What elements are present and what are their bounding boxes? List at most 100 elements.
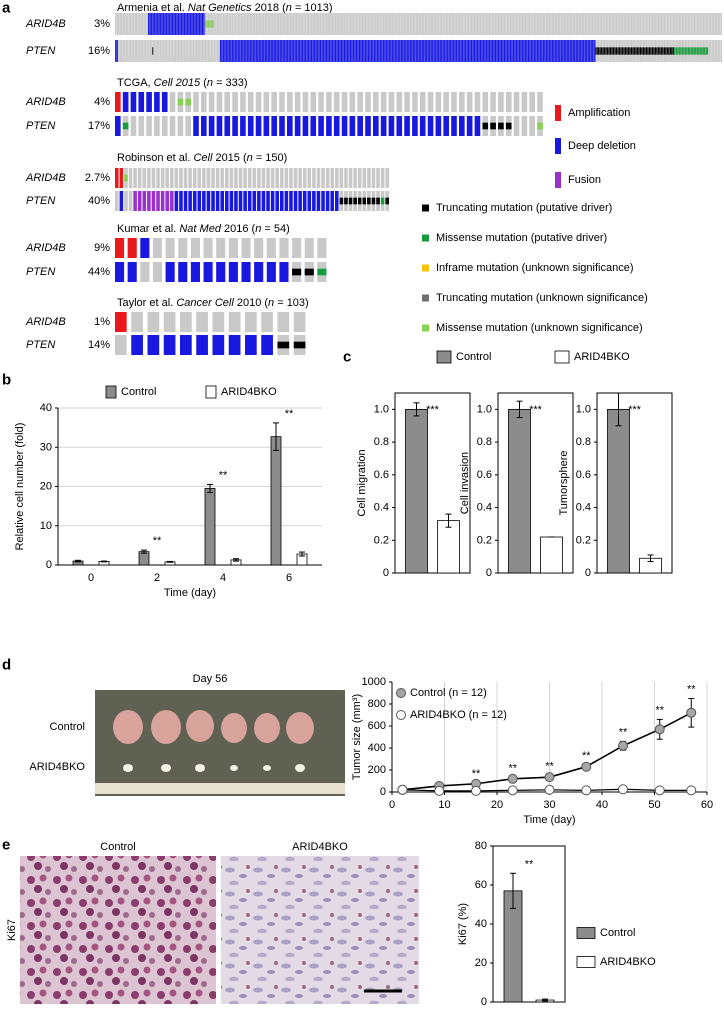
alteration-cell — [349, 40, 350, 62]
y-tick-label: 1.0 — [374, 403, 389, 415]
alteration-cell — [154, 13, 156, 35]
alteration-cell — [245, 40, 247, 62]
alteration-cell — [497, 40, 498, 62]
alteration-cell — [415, 40, 417, 62]
tumors — [123, 764, 305, 772]
unaltered-cell — [179, 40, 180, 62]
alteration-cell — [582, 40, 583, 62]
alteration-cell — [173, 13, 175, 35]
marker — [434, 785, 445, 796]
unaltered-cell — [317, 238, 327, 258]
alteration-cell — [232, 40, 234, 62]
mutation-cell — [623, 47, 624, 55]
mutation-cell — [596, 47, 598, 55]
unaltered-cell — [357, 13, 359, 35]
unaltered-cell — [294, 92, 301, 112]
legend-label: Truncating mutation (putative driver) — [436, 202, 612, 214]
unaltered-cell — [656, 13, 658, 35]
alteration-cell — [246, 40, 248, 62]
mutation-cell — [603, 47, 604, 55]
unaltered-cell — [342, 13, 343, 35]
alteration-cell — [174, 13, 176, 35]
alteration-cell — [179, 13, 180, 35]
unaltered-cell — [416, 13, 418, 35]
alteration-cell — [526, 40, 527, 62]
unaltered-cell — [394, 13, 395, 35]
unaltered-cell — [326, 92, 332, 112]
unaltered-cell — [153, 40, 154, 62]
alteration-cell — [360, 40, 362, 62]
alteration-cell — [421, 40, 422, 62]
mutation-cell — [647, 47, 649, 55]
unaltered-cell — [412, 13, 414, 35]
unaltered-cell — [298, 13, 299, 35]
y-tick-label: 200 — [368, 764, 386, 776]
mutation-cell — [618, 47, 619, 55]
alteration-cell — [435, 40, 437, 62]
bar — [508, 408, 531, 574]
unaltered-cell — [225, 168, 229, 188]
alteration-cell — [438, 40, 440, 62]
mutation-cell — [692, 47, 694, 55]
alteration-frequency: 40% — [88, 195, 110, 207]
alteration-cell — [553, 40, 554, 62]
unaltered-cell — [182, 40, 183, 62]
alteration-cell — [472, 40, 474, 62]
alteration-cell — [221, 40, 223, 62]
alteration-cell — [173, 13, 174, 35]
alteration-cell — [428, 40, 430, 62]
unaltered-cell — [388, 92, 395, 112]
unaltered-cell — [260, 13, 262, 35]
panel-letter: c — [343, 349, 351, 366]
unaltered-cell — [472, 13, 473, 35]
unaltered-cell — [704, 13, 706, 35]
unaltered-cell — [345, 13, 347, 35]
alteration-cell — [592, 40, 594, 62]
y-tick-label: 0 — [380, 786, 386, 798]
unaltered-cell — [142, 40, 144, 62]
unaltered-cell — [165, 40, 166, 62]
unaltered-cell — [131, 13, 133, 35]
unaltered-cell — [255, 13, 257, 35]
alteration-cell — [568, 40, 570, 62]
alteration-cell — [314, 40, 316, 62]
alteration-cell — [155, 13, 156, 35]
alteration-cell — [302, 191, 307, 211]
alteration-cell — [377, 40, 379, 62]
alteration-cell — [394, 40, 395, 62]
unaltered-cell — [582, 13, 584, 35]
unaltered-cell — [387, 13, 389, 35]
unaltered-cell — [619, 13, 621, 35]
unaltered-cell — [454, 13, 456, 35]
unaltered-cell — [521, 13, 523, 35]
unaltered-cell — [463, 13, 464, 35]
alteration-cell — [539, 40, 541, 62]
unaltered-cell — [490, 13, 491, 35]
alteration-cell — [573, 40, 575, 62]
alteration-cell — [520, 40, 522, 62]
alteration-cell — [265, 40, 267, 62]
unaltered-cell — [312, 13, 314, 35]
alteration-cell — [388, 40, 389, 62]
error-bar — [445, 513, 452, 528]
legend-label: ARID4BKO — [221, 386, 277, 398]
unaltered-cell — [620, 13, 622, 35]
panel-letter: a — [2, 0, 11, 17]
alteration-cell — [115, 92, 121, 112]
alteration-cell — [351, 40, 353, 62]
alteration-cell — [142, 191, 147, 211]
alteration-cell — [161, 92, 168, 112]
unaltered-cell — [588, 13, 589, 35]
unaltered-cell — [231, 13, 233, 35]
unaltered-cell — [404, 92, 410, 112]
unaltered-cell — [560, 13, 562, 35]
alteration-cell — [431, 40, 432, 62]
unaltered-cell — [125, 13, 126, 35]
alteration-cell — [570, 40, 571, 62]
alteration-cell — [140, 238, 150, 258]
mutation-cell — [681, 47, 683, 55]
alteration-cell — [371, 40, 373, 62]
unaltered-cell — [632, 13, 634, 35]
alteration-cell — [563, 40, 565, 62]
unaltered-cell — [270, 13, 272, 35]
